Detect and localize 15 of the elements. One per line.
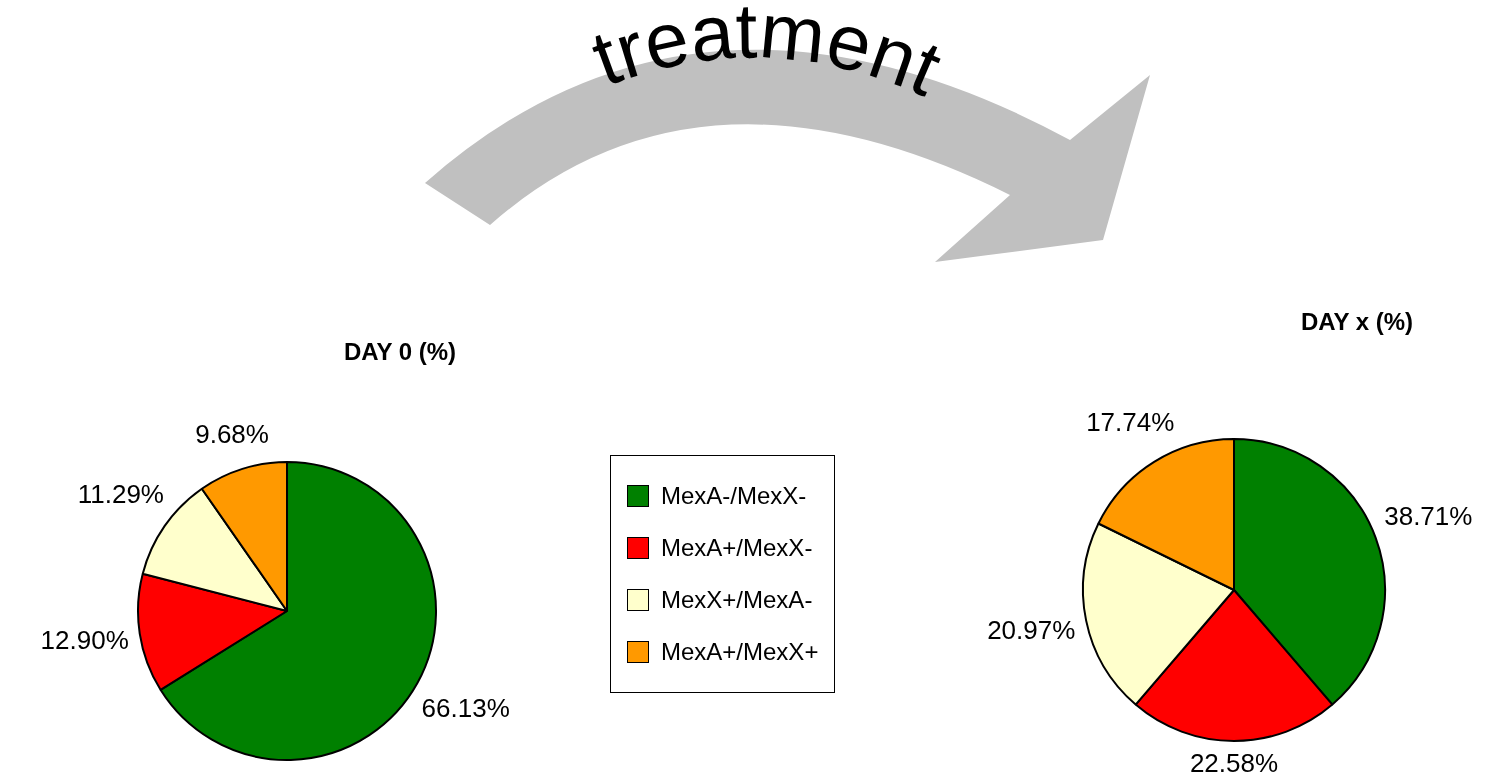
data-label: 17.74%: [1086, 406, 1175, 437]
data-label: 20.97%: [987, 614, 1076, 645]
data-label: 66.13%: [421, 693, 510, 724]
data-label: 38.71%: [1384, 501, 1473, 532]
legend-label: MexA+/MexX+: [661, 638, 819, 666]
legend-label: MexX+/MexA-: [661, 586, 813, 614]
data-label: 22.58%: [1189, 748, 1279, 779]
data-label: 11.29%: [77, 478, 164, 509]
data-label: 12.90%: [40, 625, 129, 656]
data-label: 9.68%: [195, 419, 269, 450]
text: treatment: [580, 0, 954, 113]
legend-label: MexA+/MexX-: [661, 534, 813, 562]
chart-title: DAY x (%): [1300, 308, 1414, 336]
chart-title: DAY 0 (%): [343, 338, 457, 366]
legend-label: MexA-/MexX-: [661, 482, 807, 510]
